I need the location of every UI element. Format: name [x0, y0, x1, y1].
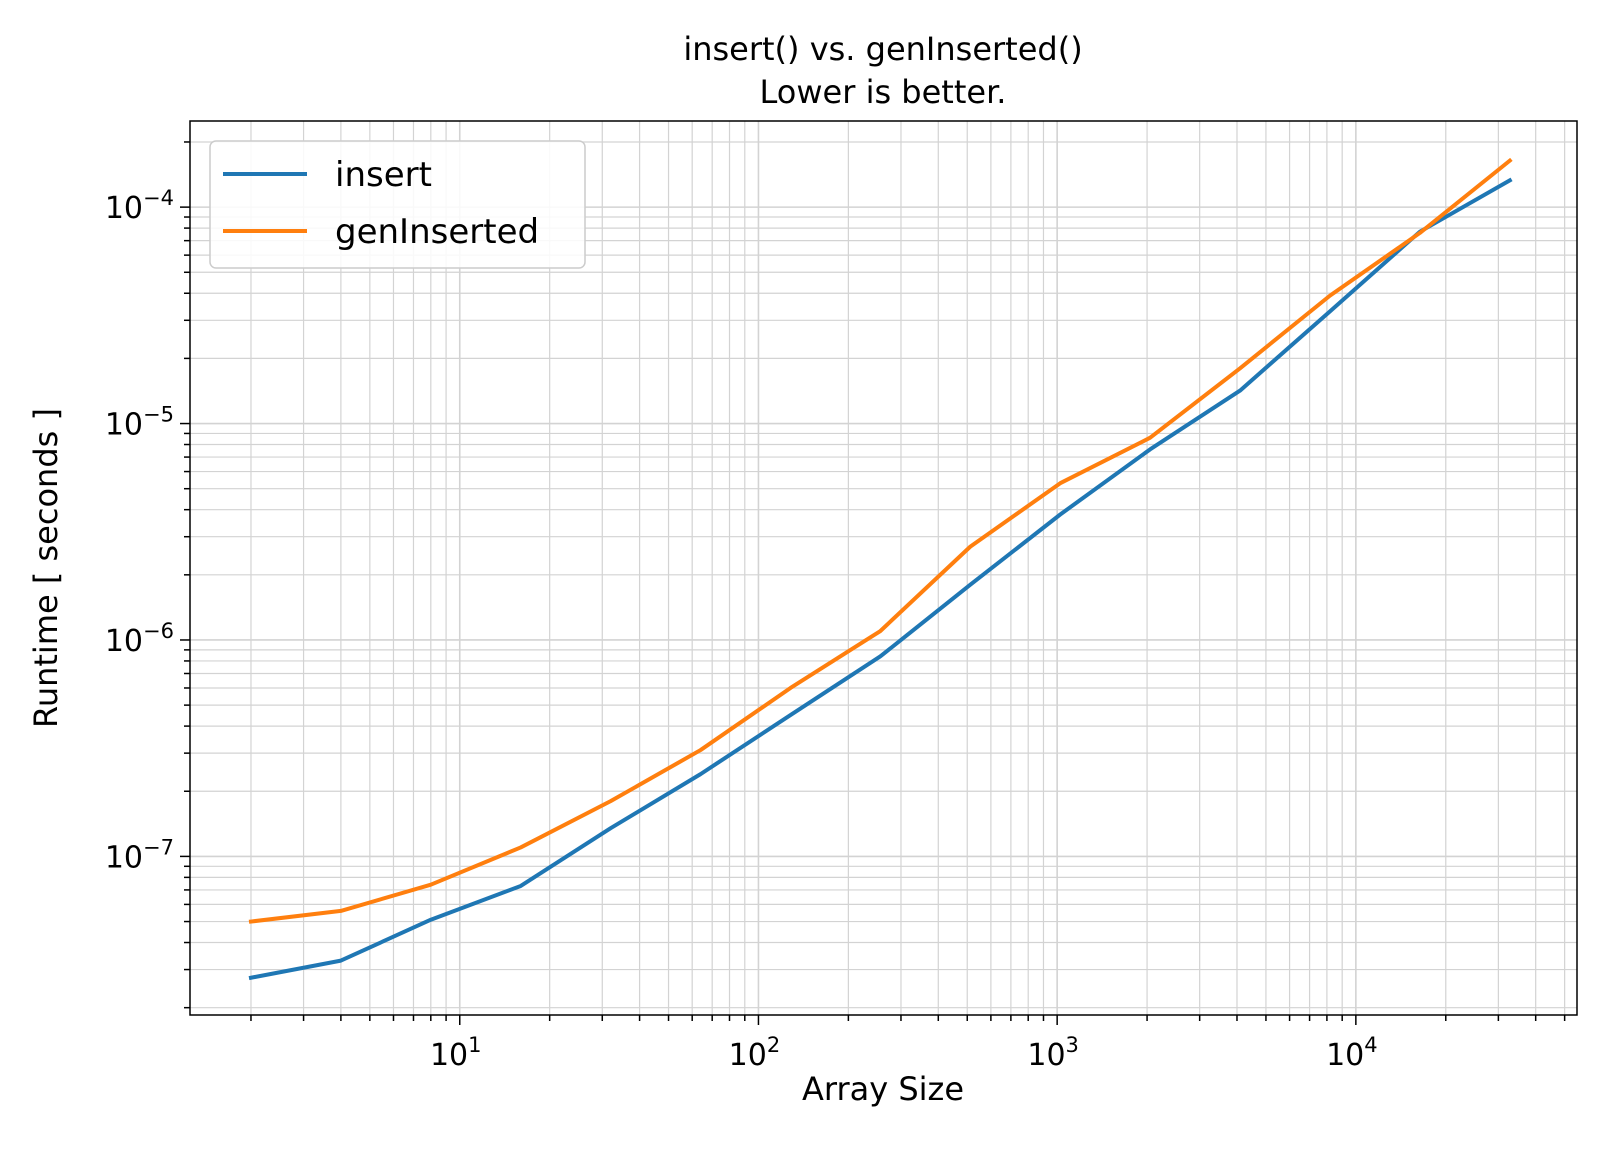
chart-title: insert() vs. genInserted(): [683, 30, 1082, 68]
axis-ticks: [180, 141, 1566, 1025]
legend: insert genInserted: [209, 140, 586, 269]
legend-label-geninserted: genInserted: [335, 212, 539, 252]
series-lines: [248, 157, 1513, 981]
plot-frame: [189, 120, 1578, 1016]
y-tick-label: 10−7: [105, 835, 174, 875]
y-axis-label: Runtime [ seconds ]: [27, 408, 65, 728]
y-tick-label: 10−6: [105, 619, 174, 659]
x-tick-label: 104: [1326, 1033, 1378, 1073]
x-axis-label: Array Size: [802, 1070, 964, 1108]
x-tick-label: 103: [1027, 1033, 1079, 1073]
y-tick-label: 10−4: [105, 186, 174, 226]
grid: [190, 121, 1577, 1015]
y-tick-labels: 10−7 10−6 10−5 10−4: [105, 186, 174, 875]
x-tick-label: 101: [430, 1033, 482, 1073]
x-tick-labels: 101 102 103 104: [430, 1033, 1378, 1073]
legend-label-insert: insert: [335, 155, 432, 195]
chart-subtitle: Lower is better.: [760, 73, 1007, 111]
series-line-geninserted: [248, 157, 1513, 924]
y-tick-label: 10−5: [105, 403, 174, 443]
x-tick-label: 102: [729, 1033, 781, 1073]
series-line-insert: [248, 177, 1513, 981]
